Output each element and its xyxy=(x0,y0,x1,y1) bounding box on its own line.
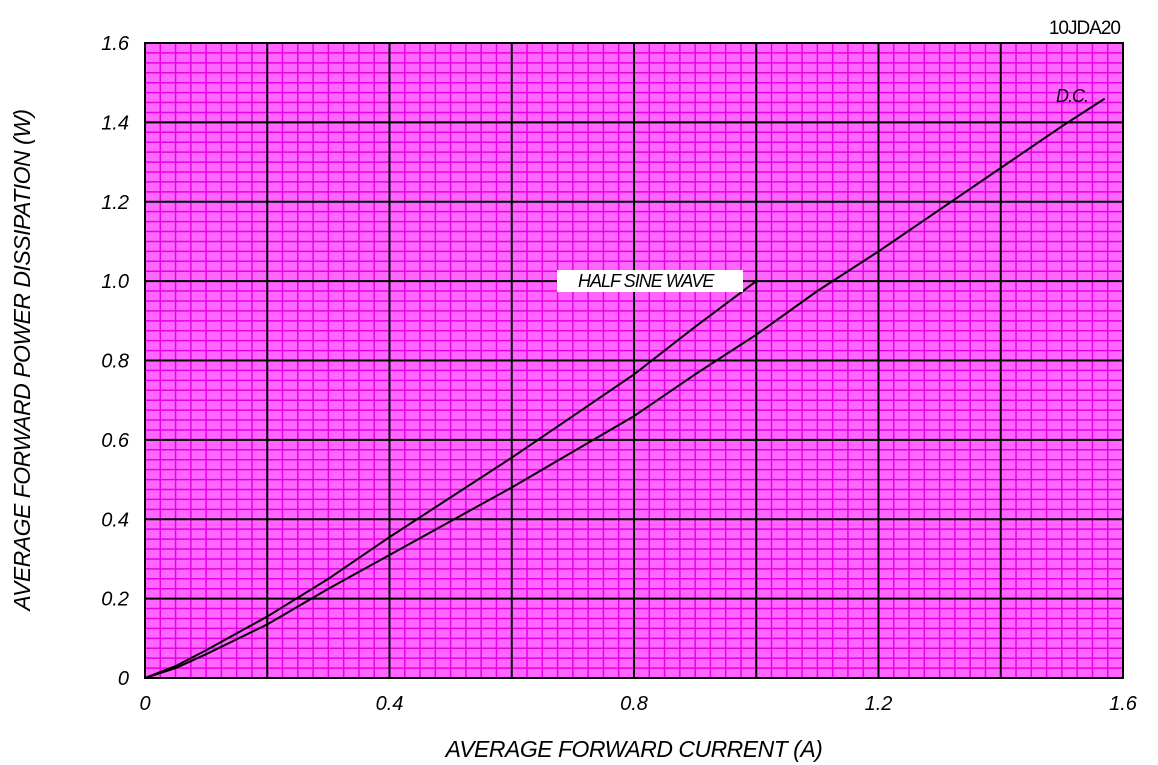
x-tick-label: 0.8 xyxy=(620,693,648,715)
x-axis-title: AVERAGE FORWARD CURRENT (A) xyxy=(444,736,823,762)
x-tick-label: 1.6 xyxy=(1109,693,1138,715)
plot-frame xyxy=(144,42,1124,679)
series-label-dc: D.C. xyxy=(1056,86,1088,106)
y-tick-label: 0 xyxy=(118,668,129,690)
series-label-half-sine-wave: HALF SINE WAVE xyxy=(578,271,715,291)
series-line-half-sine-wave xyxy=(144,280,757,679)
x-tick-label: 0.4 xyxy=(376,693,404,715)
y-tick-labels: 0 0.2 0.4 0.6 0.8 1.0 1.2 1.4 1.6 xyxy=(101,33,130,690)
y-tick-label: 0.8 xyxy=(101,351,129,373)
series-layer xyxy=(144,97,1106,679)
series-line-dc xyxy=(144,97,1106,679)
y-tick-label: 1.4 xyxy=(101,112,129,134)
y-axis-title: AVERAGE FORWARD POWER DISSIPATION (W) xyxy=(9,109,35,612)
x-tick-labels: 0 0.4 0.8 1.2 1.6 xyxy=(139,693,1137,715)
y-tick-label: 1.0 xyxy=(101,271,129,293)
y-tick-label: 0.4 xyxy=(101,509,129,531)
y-tick-label: 0.2 xyxy=(101,589,129,611)
x-tick-label: 0 xyxy=(139,693,150,715)
y-tick-label: 1.2 xyxy=(101,192,129,214)
y-tick-label: 0.6 xyxy=(101,430,130,452)
x-tick-label: 1.2 xyxy=(865,693,893,715)
y-tick-label: 1.6 xyxy=(101,33,130,55)
chart-title-part-number: 10JDA20 xyxy=(1049,18,1121,39)
half-sine-label-backdrop xyxy=(557,270,743,292)
